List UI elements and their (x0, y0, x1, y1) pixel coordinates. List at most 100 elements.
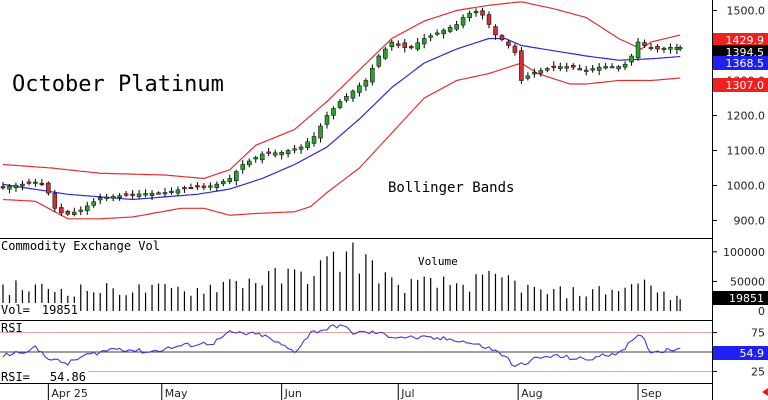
candle-body (285, 150, 291, 155)
rsi-tick-label: 25 (751, 365, 765, 378)
candle-body (603, 66, 608, 69)
candle (363, 78, 369, 91)
candle-body (20, 183, 25, 187)
x-tick-label: Jun (284, 387, 302, 400)
volume-zero-label: 0 (758, 305, 765, 318)
candle (285, 148, 291, 158)
candle-body (506, 41, 511, 46)
candle-body (292, 148, 297, 151)
candle (642, 39, 647, 48)
candle (59, 203, 64, 216)
volume-tick-label: 100000 (723, 246, 765, 259)
candle-body (195, 185, 200, 188)
candle (415, 37, 420, 52)
candle (52, 190, 58, 212)
candle (195, 181, 200, 191)
candle-body (97, 197, 103, 201)
candle (266, 147, 271, 156)
candle (376, 53, 382, 69)
candle-body (298, 146, 304, 150)
rsi-readout-label: RSI= (1, 370, 30, 384)
candle (33, 179, 38, 187)
candle (169, 187, 174, 195)
candle-body (486, 14, 492, 25)
candle (616, 65, 621, 72)
candle (499, 34, 505, 42)
candle-body (0, 186, 6, 189)
candle (208, 182, 213, 191)
candle (227, 174, 233, 185)
candle (246, 158, 252, 168)
candle (130, 190, 135, 199)
price-tick-label: 1200.0 (727, 110, 766, 123)
bollinger-middle-band (2, 37, 681, 201)
candle-body (519, 50, 524, 81)
candle (661, 46, 667, 53)
candle (454, 20, 459, 32)
candle-body (240, 164, 246, 170)
lower-band-badge-text: 1307.0 (726, 79, 765, 92)
candle-body (357, 85, 362, 93)
chart-title: October Platinum (12, 72, 224, 97)
lower-band-badge-bg (713, 78, 768, 92)
candle-body (622, 63, 628, 68)
candle (558, 62, 563, 72)
candle (525, 72, 531, 81)
candle (162, 187, 168, 197)
candle-body (525, 75, 531, 79)
candle (532, 68, 537, 78)
candle-body (454, 24, 459, 30)
candle (648, 42, 654, 51)
candle (234, 169, 239, 186)
rsi-readout-bg (0, 370, 88, 384)
candle (253, 155, 258, 163)
candle-body (221, 181, 226, 185)
x-tick-label: Apr 25 (51, 387, 88, 400)
candle (72, 207, 77, 217)
candle (350, 89, 356, 102)
candle (677, 45, 683, 52)
candle (156, 191, 161, 195)
candle-body (396, 43, 401, 46)
candle (305, 138, 310, 151)
candle (590, 64, 595, 73)
candles (0, 7, 683, 217)
candle (20, 180, 25, 191)
price-tick-label: 1500.0 (727, 5, 766, 18)
candle-body (616, 66, 621, 70)
bollinger-upper-line (2, 1, 681, 180)
candle (201, 183, 207, 191)
candle-body (65, 211, 71, 215)
candle (123, 190, 129, 197)
bollinger-lower-band (2, 62, 681, 220)
candle-body (188, 186, 194, 189)
candle (441, 28, 446, 39)
candle-body (149, 192, 155, 196)
candle-body (272, 152, 278, 156)
candle-body (677, 47, 683, 50)
candle (149, 190, 155, 201)
candle-body (266, 151, 271, 154)
candle-body (545, 68, 550, 71)
scroll-arrow-icon[interactable] (762, 388, 768, 396)
candle (635, 37, 641, 61)
candle-body (473, 11, 479, 14)
lower-band-badge: 1307.0 (713, 78, 768, 92)
candle (78, 206, 84, 216)
candle (545, 66, 550, 73)
candle (596, 63, 602, 76)
candle (655, 44, 660, 53)
candle-body (480, 10, 485, 16)
candle-body (532, 72, 537, 75)
candle-body (84, 205, 90, 211)
candle-body (434, 32, 440, 35)
candle-body (136, 193, 142, 197)
x-tick-label: Aug (521, 387, 542, 400)
candle (486, 11, 492, 29)
candle-body (642, 42, 647, 46)
upper-band-badge-text: 1429.9 (726, 34, 765, 47)
candle (324, 111, 330, 129)
candle-body (246, 160, 252, 166)
candle (564, 62, 570, 72)
